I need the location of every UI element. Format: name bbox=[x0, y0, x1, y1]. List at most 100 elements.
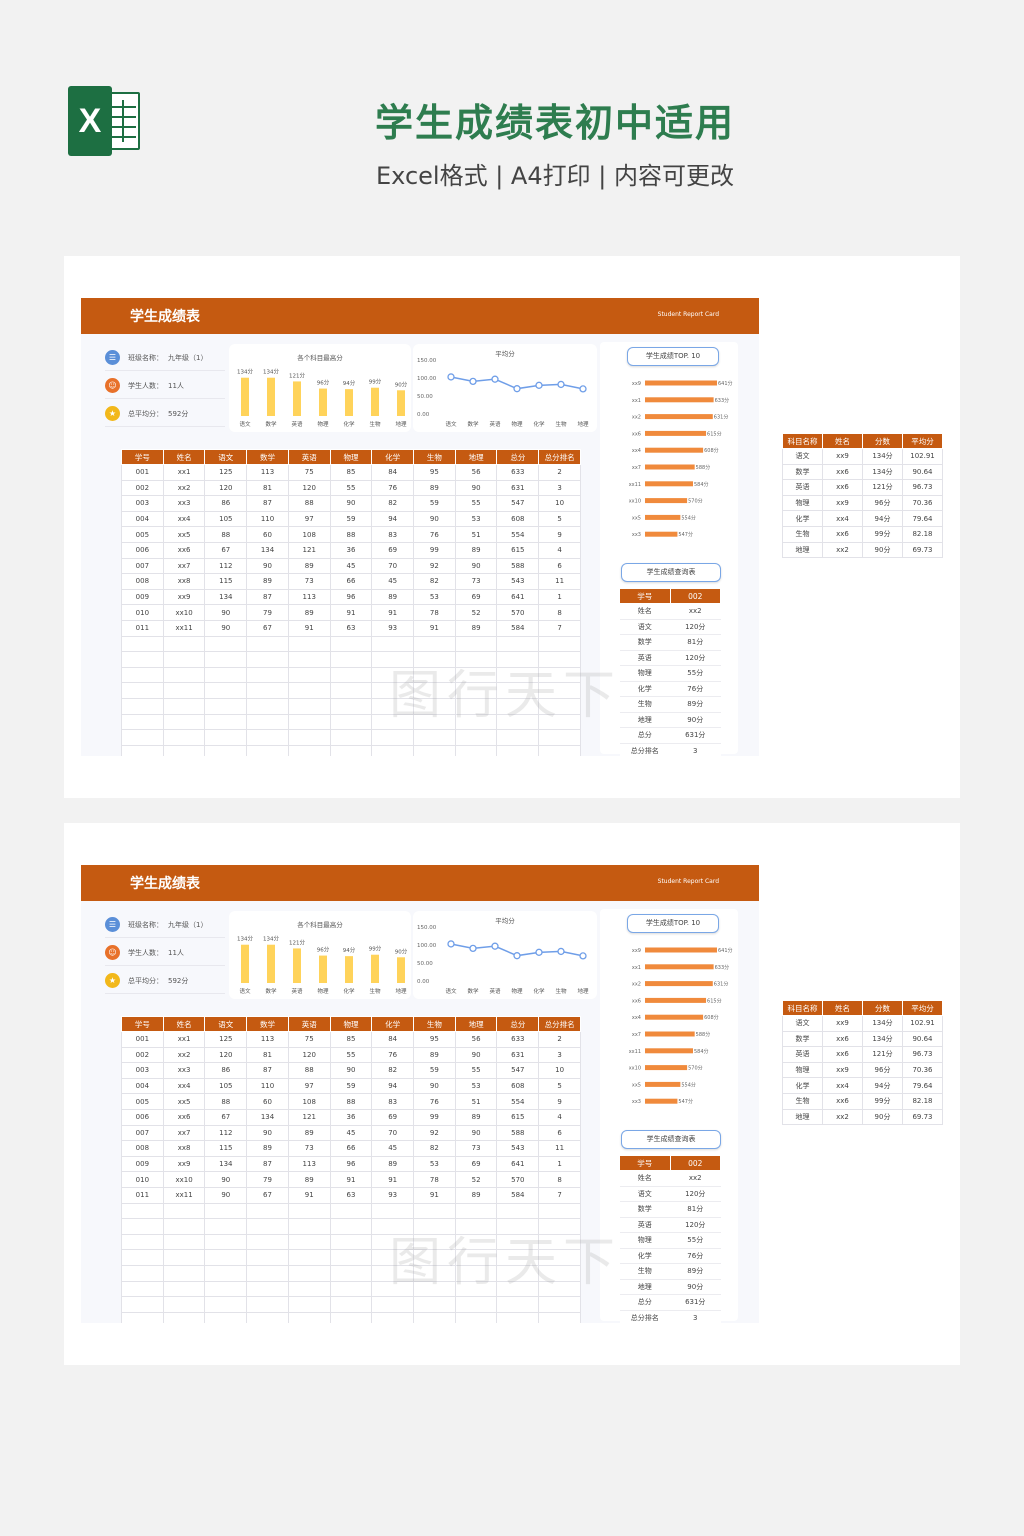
grade-cell[interactable]: 89 bbox=[287, 604, 331, 621]
grade-cell[interactable]: 105 bbox=[204, 1077, 248, 1095]
table-row[interactable]: 003 xx3 86 87 88 90 82 59 55 547 10 bbox=[121, 1062, 581, 1079]
grade-cell[interactable]: 87 bbox=[246, 495, 289, 512]
empty-cell[interactable] bbox=[162, 1311, 206, 1323]
empty-row[interactable] bbox=[121, 666, 581, 684]
grade-cell[interactable]: xx9 bbox=[162, 588, 206, 606]
empty-row[interactable] bbox=[121, 1218, 581, 1235]
table-row[interactable]: 003 xx3 86 87 88 90 82 59 55 547 10 bbox=[121, 495, 581, 512]
top10-button[interactable]: 学生成绩TOP. 10 bbox=[627, 914, 719, 933]
avg-cell[interactable]: 82.18 bbox=[902, 1092, 943, 1110]
table-row[interactable]: 地理 xx2 90分 69.73 bbox=[782, 1108, 943, 1126]
grade-cell[interactable]: 91 bbox=[329, 1171, 373, 1188]
grade-cell[interactable]: 90 bbox=[246, 1124, 289, 1142]
empty-cell[interactable] bbox=[246, 729, 289, 746]
empty-cell[interactable] bbox=[371, 729, 415, 746]
empty-cell[interactable] bbox=[538, 666, 581, 684]
empty-cell[interactable] bbox=[413, 682, 456, 699]
grade-cell[interactable]: 91 bbox=[371, 604, 415, 621]
empty-cell[interactable] bbox=[371, 651, 415, 668]
empty-cell[interactable] bbox=[246, 1249, 289, 1266]
empty-cell[interactable] bbox=[454, 1264, 498, 1282]
grade-cell[interactable]: 10 bbox=[538, 1062, 581, 1079]
empty-cell[interactable] bbox=[329, 1264, 373, 1282]
empty-cell[interactable] bbox=[538, 1280, 581, 1298]
empty-cell[interactable] bbox=[538, 1218, 581, 1235]
grade-cell[interactable]: 93 bbox=[371, 619, 415, 637]
grade-cell[interactable]: xx10 bbox=[162, 1171, 206, 1188]
table-row[interactable]: 生物 xx6 99分 82.18 bbox=[782, 1092, 943, 1110]
empty-cell[interactable] bbox=[162, 1218, 206, 1235]
grade-cell[interactable]: 89 bbox=[371, 588, 415, 606]
grade-cell[interactable]: 67 bbox=[246, 619, 289, 637]
grade-cell[interactable]: 88 bbox=[204, 526, 248, 543]
grade-cell[interactable]: 78 bbox=[413, 1171, 456, 1188]
grade-cell[interactable]: 641 bbox=[496, 1155, 540, 1173]
grade-cell[interactable]: 88 bbox=[329, 1093, 373, 1110]
grade-cell[interactable]: 110 bbox=[246, 510, 289, 528]
empty-cell[interactable] bbox=[371, 1218, 415, 1235]
grade-cell[interactable]: 608 bbox=[496, 510, 540, 528]
grade-cell[interactable]: 005 bbox=[121, 1093, 164, 1110]
empty-cell[interactable] bbox=[204, 666, 248, 684]
grade-cell[interactable]: 67 bbox=[204, 1108, 248, 1126]
grade-cell[interactable]: 82 bbox=[413, 573, 456, 590]
grade-cell[interactable]: 002 bbox=[121, 479, 164, 497]
grade-cell[interactable]: 73 bbox=[287, 1140, 331, 1157]
grade-cell[interactable]: 011 bbox=[121, 619, 164, 637]
grade-cell[interactable]: 86 bbox=[204, 495, 248, 512]
grade-cell[interactable]: 90 bbox=[454, 557, 498, 575]
grade-cell[interactable]: xx2 bbox=[162, 479, 206, 497]
grade-cell[interactable]: 8 bbox=[538, 1171, 581, 1188]
grade-cell[interactable]: xx6 bbox=[162, 1108, 206, 1126]
grade-cell[interactable]: 53 bbox=[454, 1077, 498, 1095]
empty-cell[interactable] bbox=[246, 1218, 289, 1235]
grade-cell[interactable]: 113 bbox=[246, 1031, 289, 1048]
grade-cell[interactable]: 554 bbox=[496, 1093, 540, 1110]
table-row[interactable]: 005 xx5 88 60 108 88 83 76 51 554 9 bbox=[121, 526, 581, 543]
empty-cell[interactable] bbox=[246, 1311, 289, 1323]
empty-cell[interactable] bbox=[329, 729, 373, 746]
grade-cell[interactable]: 78 bbox=[413, 604, 456, 621]
grade-cell[interactable]: 51 bbox=[454, 526, 498, 543]
empty-cell[interactable] bbox=[204, 744, 248, 756]
avg-cell[interactable]: 69.73 bbox=[902, 541, 943, 559]
empty-cell[interactable] bbox=[329, 651, 373, 668]
table-row[interactable]: 001 xx1 125 113 75 85 84 95 56 633 2 bbox=[121, 464, 581, 481]
empty-row[interactable] bbox=[121, 1296, 581, 1313]
grade-cell[interactable]: 134 bbox=[204, 1155, 248, 1173]
grade-cell[interactable]: xx1 bbox=[162, 464, 206, 481]
avg-cell[interactable]: 134分 bbox=[862, 448, 903, 465]
empty-cell[interactable] bbox=[204, 1311, 248, 1323]
avg-cell[interactable]: xx6 bbox=[822, 463, 863, 481]
grade-cell[interactable]: 6 bbox=[538, 1124, 581, 1142]
table-row[interactable]: 化学 xx4 94分 79.64 bbox=[782, 1077, 943, 1094]
empty-cell[interactable] bbox=[246, 682, 289, 699]
grade-cell[interactable]: 55 bbox=[329, 1046, 373, 1064]
empty-cell[interactable] bbox=[413, 1218, 456, 1235]
empty-cell[interactable] bbox=[121, 1296, 164, 1313]
grade-cell[interactable]: 3 bbox=[538, 479, 581, 497]
empty-cell[interactable] bbox=[121, 1202, 164, 1220]
avg-cell[interactable]: xx9 bbox=[822, 448, 863, 465]
empty-cell[interactable] bbox=[538, 1249, 581, 1266]
empty-cell[interactable] bbox=[329, 1218, 373, 1235]
grade-cell[interactable]: 121 bbox=[287, 1108, 331, 1126]
empty-cell[interactable] bbox=[204, 713, 248, 731]
empty-cell[interactable] bbox=[162, 682, 206, 699]
grade-cell[interactable]: 631 bbox=[496, 1046, 540, 1064]
empty-cell[interactable] bbox=[371, 1202, 415, 1220]
grade-cell[interactable]: xx8 bbox=[162, 1140, 206, 1157]
grade-cell[interactable]: 90 bbox=[204, 619, 248, 637]
grade-cell[interactable]: 112 bbox=[204, 557, 248, 575]
empty-cell[interactable] bbox=[371, 635, 415, 653]
grade-cell[interactable]: 004 bbox=[121, 1077, 164, 1095]
empty-cell[interactable] bbox=[496, 1264, 540, 1282]
grade-cell[interactable]: 99 bbox=[413, 1108, 456, 1126]
grade-cell[interactable]: 1 bbox=[538, 1155, 581, 1173]
grade-cell[interactable]: 003 bbox=[121, 495, 164, 512]
grade-cell[interactable]: 615 bbox=[496, 1108, 540, 1126]
grade-cell[interactable]: 120 bbox=[287, 479, 331, 497]
grade-cell[interactable]: 009 bbox=[121, 1155, 164, 1173]
grade-cell[interactable]: xx1 bbox=[162, 1031, 206, 1048]
student-id-input[interactable]: 002 bbox=[669, 1155, 721, 1171]
